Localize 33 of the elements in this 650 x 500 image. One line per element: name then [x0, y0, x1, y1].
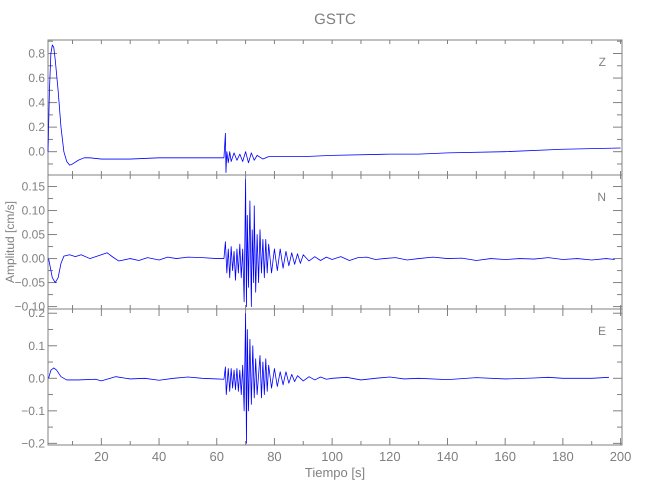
x-tick-label: 160	[494, 449, 516, 464]
annotation: N	[597, 190, 606, 204]
line-series	[48, 178, 616, 307]
x-tick-label: 20	[94, 449, 109, 464]
x-tick-label: 180	[552, 449, 574, 464]
chart-title: GSTC	[314, 11, 356, 28]
y-tick-label: 0.0	[28, 144, 46, 159]
y-tick-label: 0.10	[22, 204, 46, 218]
line-series	[48, 312, 610, 444]
y-tick-label: 0.8	[28, 46, 46, 60]
x-tick-label: 120	[378, 449, 401, 464]
y-tick-label: 0.05	[22, 228, 46, 242]
y-tick-label: 0.2	[28, 120, 46, 134]
y-tick-label: −0.2	[21, 436, 46, 450]
annotation: E	[598, 324, 606, 338]
x-tick-label: 80	[267, 449, 282, 464]
x-axis-title: Tiempo [s]	[304, 465, 366, 480]
x-tick-label: 60	[210, 449, 224, 464]
x-tick-label: 40	[152, 449, 166, 464]
y-tick-label: 0.00	[22, 252, 46, 266]
y-tick-label: 0.0	[28, 371, 46, 386]
x-tick-label: 200	[610, 449, 632, 464]
y-axis-title: Amplitud [cm/s]	[3, 200, 17, 284]
x-tick-label: 140	[436, 449, 458, 464]
y-tick-label: 0.1	[28, 338, 46, 353]
y-tick-label: 0.15	[22, 180, 46, 194]
y-tick-label: 0.4	[28, 96, 46, 110]
y-tick-label: 0.6	[28, 71, 46, 86]
annotation: Z	[598, 55, 606, 69]
x-tick-label: 100	[321, 449, 343, 464]
line-series	[48, 44, 621, 173]
y-tick-label: −0.1	[21, 404, 46, 418]
y-tick-label: −0.05	[14, 276, 46, 290]
